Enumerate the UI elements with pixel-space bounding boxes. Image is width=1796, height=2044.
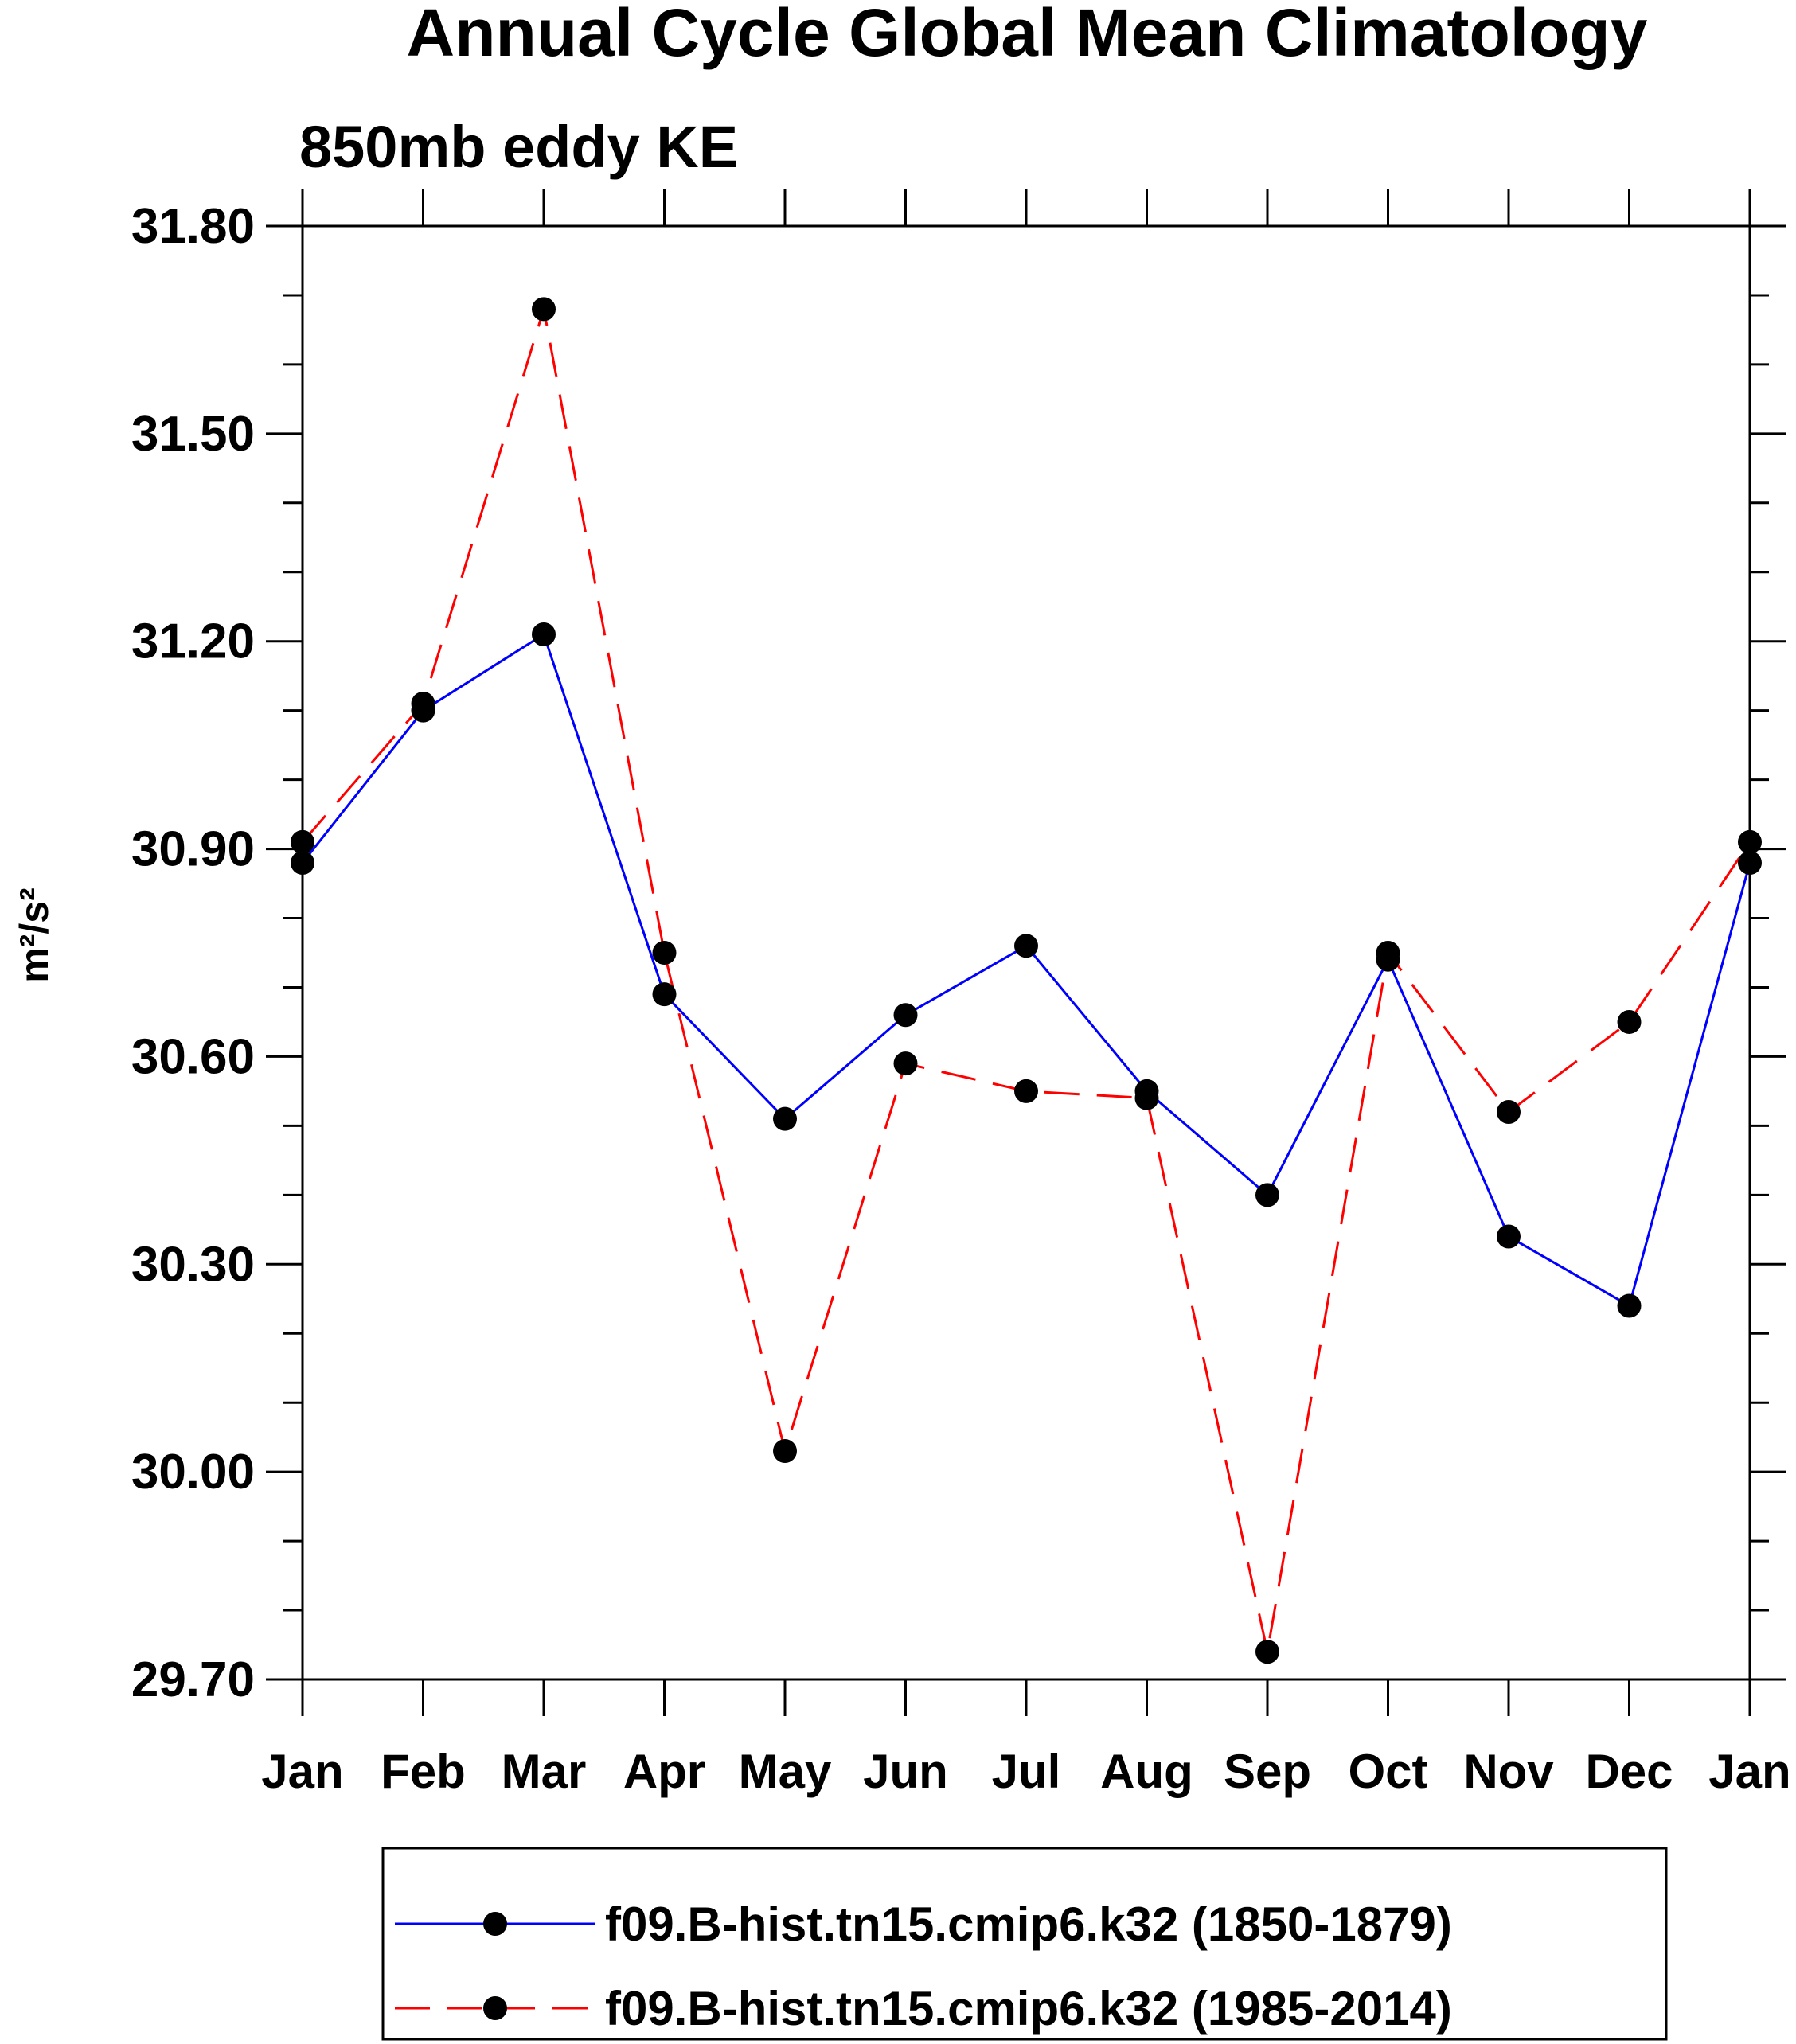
data-point-s2-7 — [1134, 1086, 1159, 1110]
y-tick-label: 30.90 — [131, 822, 255, 877]
data-point-s1-3 — [652, 982, 677, 1007]
data-point-s1-6 — [1014, 934, 1038, 958]
data-point-s2-6 — [1014, 1079, 1038, 1103]
chart-subtitle: 850mb eddy KE — [299, 114, 738, 180]
legend-box — [381, 1847, 1668, 2041]
x-tick-label: Dec — [1585, 1745, 1673, 1798]
x-tick-label: Jun — [863, 1745, 948, 1798]
legend-label-1: f09.B-hist.tn15.cmip6.k32 (1850-1879) — [605, 1898, 1452, 1951]
x-tick-label: Aug — [1100, 1745, 1193, 1798]
y-tick-label: 30.00 — [131, 1445, 255, 1500]
data-point-s2-2 — [532, 297, 556, 322]
x-tick-label: Jan — [1708, 1745, 1790, 1798]
y-tick-label: 31.50 — [131, 407, 255, 462]
x-tick-label: Jan — [261, 1745, 343, 1798]
legend-marker-2 — [483, 1996, 507, 2020]
series-line-2 — [301, 308, 1751, 1652]
legend: f09.B-hist.tn15.cmip6.k32 (1850-1879) f09… — [395, 1898, 1452, 2035]
y-tick-label: 30.60 — [131, 1029, 255, 1084]
data-point-s1-11 — [1617, 1293, 1642, 1318]
x-tick-label: Mar — [502, 1745, 587, 1798]
chart-title: Annual Cycle Global Mean Climatology — [407, 0, 1648, 70]
data-point-s1-0 — [291, 850, 314, 875]
data-point-s1-2 — [532, 622, 556, 647]
data-point-s2-9 — [1376, 941, 1400, 965]
y-tick-label: 31.80 — [131, 199, 255, 254]
x-tick-label: Oct — [1348, 1745, 1427, 1798]
data-point-s1-10 — [1497, 1224, 1521, 1249]
data-point-s2-11 — [1617, 1009, 1642, 1034]
x-tick-label: May — [739, 1745, 832, 1798]
data-point-s2-3 — [652, 941, 677, 965]
legend-marker-1 — [483, 1912, 507, 1936]
data-point-s1-8 — [1255, 1183, 1279, 1207]
data-point-s2-12 — [1738, 829, 1762, 854]
legend-label-2: f09.B-hist.tn15.cmip6.k32 (1985-2014) — [605, 1982, 1452, 2035]
data-point-s2-10 — [1497, 1099, 1521, 1124]
series-layer — [291, 297, 1762, 1664]
x-tick-label: Jul — [992, 1745, 1061, 1798]
data-point-s1-4 — [773, 1106, 797, 1131]
data-point-s2-8 — [1255, 1640, 1279, 1664]
data-point-s2-5 — [893, 1051, 918, 1076]
series-line-1 — [301, 632, 1751, 1308]
data-point-s1-12 — [1738, 850, 1762, 875]
x-tick-label: Apr — [623, 1745, 705, 1798]
data-point-s1-5 — [893, 1003, 918, 1028]
data-point-s2-0 — [291, 829, 314, 854]
axis-layer: 31.80 31.50 31.20 30.90 30.60 30.30 30.00 29.70… — [131, 189, 1791, 1798]
x-tick-label: Feb — [381, 1745, 466, 1798]
data-point-s2-4 — [773, 1439, 797, 1464]
y-tick-label: 30.30 — [131, 1237, 255, 1292]
data-point-s2-1 — [411, 691, 435, 716]
x-tick-label: Nov — [1463, 1745, 1554, 1798]
x-tick-label: Sep — [1224, 1745, 1311, 1798]
y-tick-label: 29.70 — [131, 1652, 255, 1707]
y-axis-label: m²/s² — [12, 887, 57, 982]
y-tick-label: 31.20 — [131, 614, 255, 669]
